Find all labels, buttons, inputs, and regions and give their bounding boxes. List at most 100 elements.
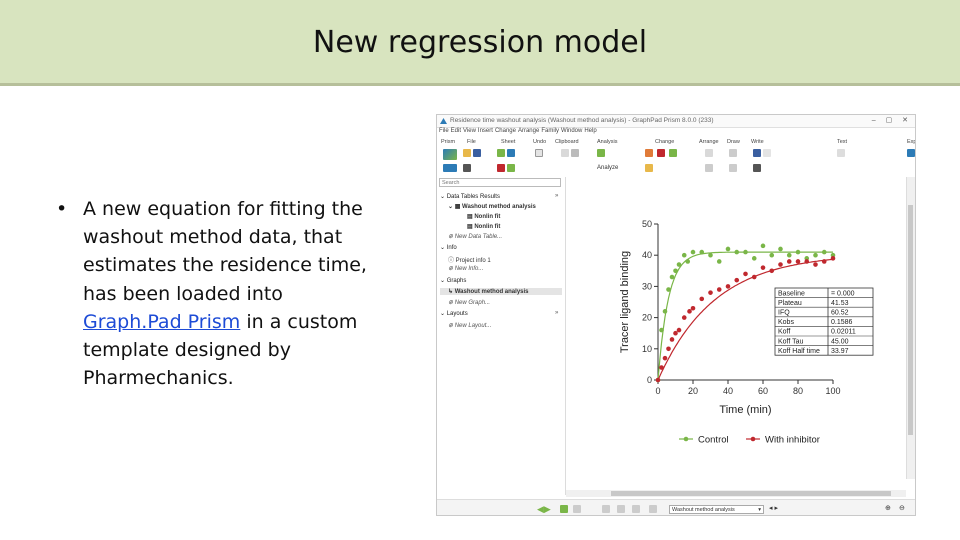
menu-item-edit[interactable]: Edit xyxy=(450,128,462,134)
data-point-control xyxy=(795,249,801,255)
sheet-nav-icon[interactable] xyxy=(560,505,568,513)
sheet-nav-arrows[interactable]: ◂ ▸ xyxy=(769,505,778,512)
menu-item-window[interactable]: Window xyxy=(561,128,583,134)
new-sheet-icon[interactable] xyxy=(497,149,505,157)
write-icon[interactable] xyxy=(753,149,761,157)
menu-item-help[interactable]: Help xyxy=(584,128,597,134)
tree-item-nonlin-fit-1[interactable]: ▤ Nonlin fit xyxy=(467,214,501,220)
vertical-scrollbar[interactable] xyxy=(906,177,915,479)
copy-icon[interactable] xyxy=(571,149,579,157)
legend-label: With inhibitor xyxy=(765,435,820,446)
legend-swatch-marker xyxy=(683,436,689,442)
x-tick-label: 40 xyxy=(723,386,733,396)
menu-item-arrange[interactable]: Arrange xyxy=(517,128,540,134)
add-icon[interactable] xyxy=(507,164,515,172)
sheet-icon[interactable] xyxy=(507,149,515,157)
prev-sheet-icon[interactable]: ◀▶ xyxy=(537,504,551,514)
data-point-inhibitor xyxy=(769,268,775,274)
results-param-value: 0.1586 xyxy=(831,319,853,326)
y-tick-label: 40 xyxy=(642,250,652,260)
tree-item-washout-analysis[interactable]: ⌄ ▦ Washout method analysis xyxy=(448,204,536,210)
font-icon[interactable] xyxy=(837,149,845,157)
results-param-name: Kobs xyxy=(778,319,794,326)
open-folder-icon[interactable] xyxy=(463,149,471,157)
slide-title-bar: New regression model xyxy=(0,0,960,86)
section-graphs[interactable]: ⌄ Graphs xyxy=(440,278,467,284)
graphpad-prism-link[interactable]: Graph.Pad Prism xyxy=(83,310,241,333)
chevron-down-icon: ▾ xyxy=(758,507,761,513)
menu-item-change[interactable]: Change xyxy=(494,128,516,134)
slide-title: New regression model xyxy=(312,25,648,60)
view-icon[interactable] xyxy=(573,505,581,513)
save-icon[interactable] xyxy=(473,149,481,157)
graph-canvas[interactable]: 0 10 20 30 40 50 0 20 40 60 80 100 Time (min) Tracer … xyxy=(566,177,908,495)
results-param-value: = 0.000 xyxy=(831,290,855,297)
y-tick-label: 30 xyxy=(642,281,652,291)
results-param-name: Koff Half time xyxy=(778,348,820,355)
tree-item-new-data-table[interactable]: ⊕ New Data Table... xyxy=(448,234,503,240)
draw-line-icon[interactable] xyxy=(729,149,737,157)
prism-home-icon[interactable] xyxy=(443,149,457,160)
y-tick-label: 20 xyxy=(642,313,652,323)
change-icon-2[interactable] xyxy=(645,164,653,172)
x-tick-label: 80 xyxy=(793,386,803,396)
text-t-icon[interactable] xyxy=(753,164,761,172)
pin-icon[interactable]: » xyxy=(555,310,559,316)
data-point-control xyxy=(769,252,775,258)
menu-item-view[interactable]: View xyxy=(463,128,476,134)
section-data-tables[interactable]: ⌄ Data Tables Results xyxy=(440,194,500,200)
analyze-icon[interactable] xyxy=(597,149,605,157)
layout-icon[interactable] xyxy=(632,505,640,513)
window-controls[interactable]: – ▢ ✕ xyxy=(871,117,912,124)
tree-item-new-graph[interactable]: ⊕ New Graph... xyxy=(448,300,491,306)
menu-item-insert[interactable]: Insert xyxy=(477,128,493,134)
menu-item-family[interactable]: Family xyxy=(541,128,559,134)
color-icon[interactable] xyxy=(657,149,665,157)
tree-item-new-info[interactable]: ⊕ New Info... xyxy=(448,266,484,272)
cut-icon[interactable] xyxy=(561,149,569,157)
text-icon[interactable] xyxy=(763,149,771,157)
analyze-button[interactable]: Analyze xyxy=(597,165,619,171)
tree-item-project-info[interactable]: ⓘ Project info 1 xyxy=(448,258,491,264)
scroll-thumb[interactable] xyxy=(908,205,913,435)
shape-icon[interactable] xyxy=(729,164,737,172)
print-icon[interactable] xyxy=(463,164,471,172)
data-point-control xyxy=(708,252,713,258)
search-input[interactable]: Search xyxy=(439,178,561,187)
tree-item-washout-graph[interactable]: ↳ Washout method analysis xyxy=(440,288,562,295)
data-point-inhibitor xyxy=(795,259,801,264)
section-info[interactable]: ⌄ Info xyxy=(440,245,457,251)
data-point-control xyxy=(751,256,757,261)
format-icon[interactable] xyxy=(669,149,677,157)
tree-item-label: Washout method analysis xyxy=(462,204,536,210)
menu-item-file[interactable]: File xyxy=(439,128,449,134)
notes-icon[interactable] xyxy=(602,505,610,513)
zoom-icon[interactable] xyxy=(649,505,657,513)
bullet-point: • A new equation for fitting the washout… xyxy=(56,195,386,392)
y-tick-label: 10 xyxy=(642,344,652,354)
data-point-inhibitor xyxy=(666,346,671,352)
tree-item-label: New Graph... xyxy=(454,300,491,306)
change-graph-icon[interactable] xyxy=(645,149,653,157)
export-icon[interactable] xyxy=(907,149,915,157)
arrange-icon[interactable] xyxy=(705,149,713,157)
data-point-control xyxy=(666,287,671,292)
horizontal-scrollbar[interactable] xyxy=(566,490,906,497)
section-layouts[interactable]: ⌄ Layouts xyxy=(440,311,468,317)
tree-item-new-layout[interactable]: ⊕ New Layout... xyxy=(448,323,492,329)
undo-icon[interactable] xyxy=(535,149,543,157)
zoom-icon[interactable]: ⊕ xyxy=(885,505,891,512)
ribbon-group-labels: Prism File Sheet Undo Clipboard Analysis Chang… xyxy=(437,138,915,146)
zoom-out-icon[interactable]: ⊖ xyxy=(899,505,905,512)
pin-icon[interactable]: » xyxy=(555,193,559,199)
sheet-select[interactable]: Washout method analysis ▾ xyxy=(669,505,764,514)
scroll-thumb[interactable] xyxy=(611,491,891,496)
new-project-icon[interactable] xyxy=(443,164,457,172)
data-point-control xyxy=(778,246,783,252)
info-icon[interactable] xyxy=(617,505,625,513)
y-tick-label: 0 xyxy=(647,375,652,385)
delete-sheet-icon[interactable] xyxy=(497,164,505,172)
results-table-frame xyxy=(774,287,874,356)
tree-item-nonlin-fit-2[interactable]: ▤ Nonlin fit xyxy=(467,224,501,230)
align-icon[interactable] xyxy=(705,164,713,172)
